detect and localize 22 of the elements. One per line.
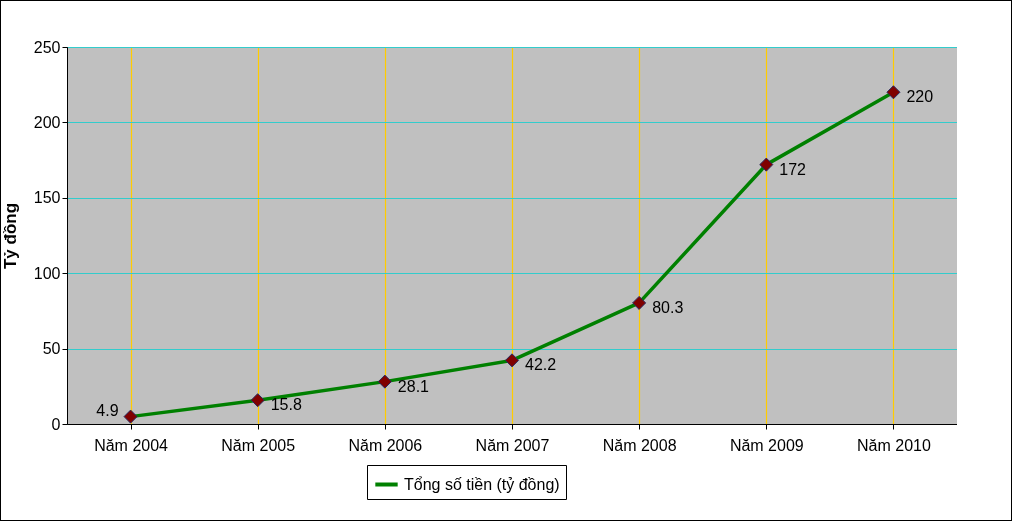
data-label: 42.2: [525, 356, 557, 374]
data-label: 4.9: [96, 401, 119, 419]
y-axis-title: Tỷ đồng: [0, 202, 20, 270]
y-tick-label: 0: [51, 415, 61, 433]
y-tick-label: 200: [33, 113, 61, 131]
x-tick-label: Năm 2008: [602, 436, 677, 454]
x-tick-label: Năm 2006: [348, 436, 423, 454]
y-tick-label: 250: [33, 38, 61, 56]
x-tick-label: Năm 2004: [94, 436, 169, 454]
legend-label: Tổng số tiền (tỷ đồng): [404, 475, 560, 493]
x-tick-label: Năm 2005: [221, 436, 296, 454]
y-tick-label: 150: [33, 189, 61, 207]
data-label: 220: [906, 88, 934, 106]
y-tick-label: 50: [42, 340, 61, 358]
x-tick-label: Năm 2009: [729, 436, 804, 454]
data-label: 80.3: [652, 298, 684, 316]
y-tick-label: 100: [33, 264, 61, 282]
data-label: 172: [779, 160, 807, 178]
x-tick-label: Năm 2010: [857, 436, 931, 454]
data-label: 28.1: [397, 377, 430, 395]
x-tick-label: Năm 2007: [475, 436, 550, 454]
data-label: 15.8: [270, 396, 302, 414]
